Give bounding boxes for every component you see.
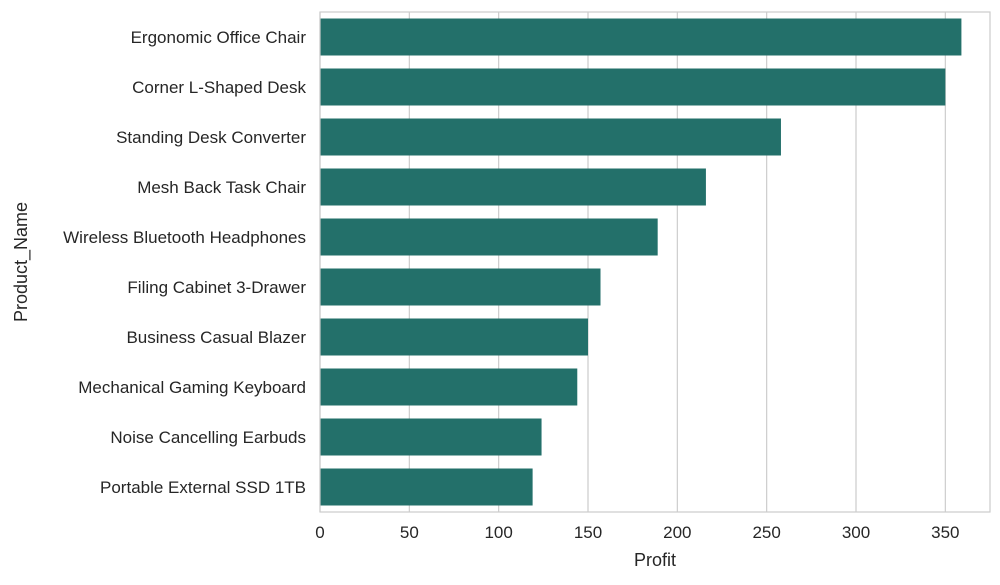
bar — [320, 68, 946, 106]
bar — [320, 318, 588, 356]
y-tick-label: Mesh Back Task Chair — [137, 178, 306, 197]
x-tick-label: 150 — [574, 523, 602, 542]
y-tick-label: Mechanical Gaming Keyboard — [78, 378, 306, 397]
x-tick-label: 50 — [400, 523, 419, 542]
x-tick-label: 350 — [931, 523, 959, 542]
x-tick-label: 200 — [663, 523, 691, 542]
y-tick-label: Ergonomic Office Chair — [131, 28, 307, 47]
y-tick-label: Business Casual Blazer — [126, 328, 306, 347]
y-tick-label: Standing Desk Converter — [116, 128, 306, 147]
tick-labels: 0 50 100 150 200 250 300 350 Ergonomic Office Ch… — [63, 28, 959, 542]
bar — [320, 168, 706, 206]
y-tick-label: Noise Cancelling Earbuds — [110, 428, 306, 447]
y-tick-label: Corner L-Shaped Desk — [132, 78, 306, 97]
y-tick-label: Wireless Bluetooth Headphones — [63, 228, 306, 247]
bars — [320, 18, 962, 506]
bar — [320, 468, 533, 506]
bar — [320, 18, 962, 56]
x-tick-label: 250 — [752, 523, 780, 542]
x-axis-label: Profit — [634, 550, 676, 570]
bar — [320, 418, 542, 456]
bar — [320, 218, 658, 256]
bar — [320, 268, 601, 306]
x-tick-label: 0 — [315, 523, 324, 542]
plot-frame — [319, 11, 991, 513]
y-axis-label: Product_Name — [11, 202, 32, 322]
bar — [320, 368, 578, 406]
bar — [320, 118, 781, 156]
y-tick-label: Filing Cabinet 3-Drawer — [127, 278, 306, 297]
x-tick-label: 300 — [842, 523, 870, 542]
y-tick-label: Portable External SSD 1TB — [100, 478, 306, 497]
x-tick-label: 100 — [484, 523, 512, 542]
